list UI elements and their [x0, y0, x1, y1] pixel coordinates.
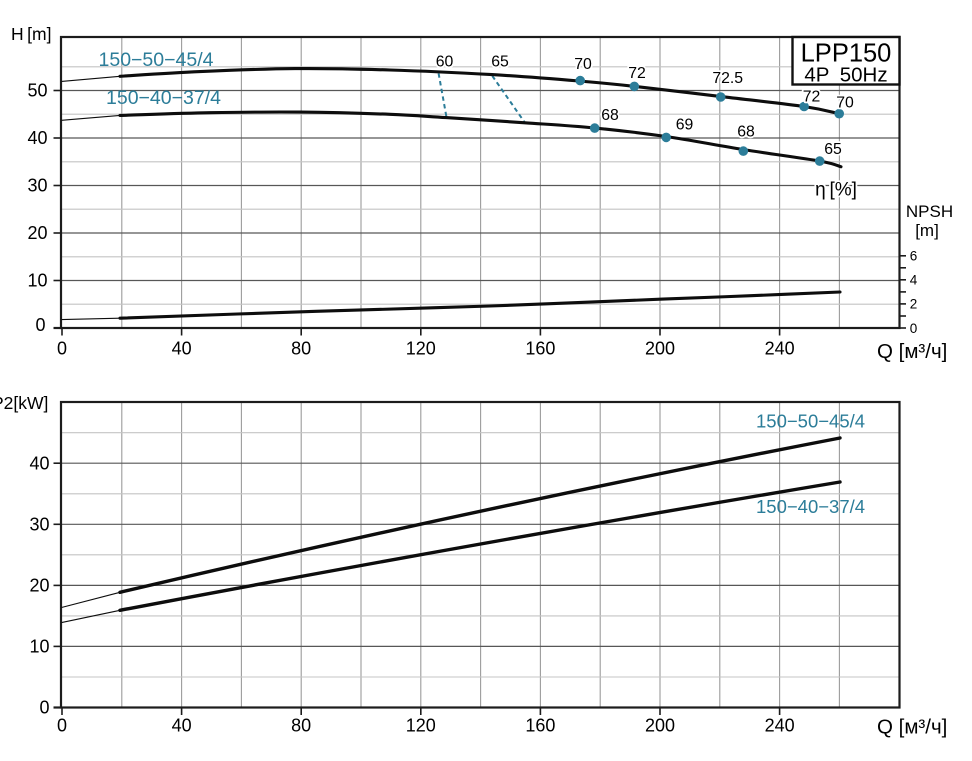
- svg-text:160: 160: [525, 716, 555, 736]
- svg-text:70: 70: [574, 56, 592, 73]
- svg-text:0: 0: [57, 716, 67, 736]
- svg-text:6: 6: [910, 249, 918, 264]
- svg-text:0: 0: [35, 315, 45, 335]
- svg-text:65: 65: [824, 141, 842, 158]
- svg-text:LPP150: LPP150: [801, 40, 892, 68]
- svg-text:68: 68: [601, 107, 619, 124]
- svg-text:72: 72: [803, 89, 821, 106]
- svg-text:70: 70: [836, 95, 854, 112]
- svg-text:0: 0: [910, 321, 918, 336]
- svg-text:20: 20: [29, 576, 49, 596]
- svg-text:H [m]: H [m]: [11, 24, 51, 44]
- svg-text:4: 4: [910, 273, 918, 288]
- svg-text:0: 0: [39, 698, 49, 718]
- svg-text:69: 69: [676, 117, 694, 134]
- svg-text:150−50−45/4: 150−50−45/4: [99, 49, 214, 71]
- svg-text:0: 0: [57, 339, 67, 359]
- svg-text:NPSH: NPSH: [906, 202, 953, 221]
- svg-text:Q [м³/ч]: Q [м³/ч]: [877, 716, 947, 739]
- svg-text:200: 200: [645, 716, 675, 736]
- svg-text:P2[kW]: P2[kW]: [0, 393, 48, 413]
- svg-text:72.5: 72.5: [712, 70, 743, 87]
- svg-text:10: 10: [29, 637, 49, 657]
- svg-text:65: 65: [491, 54, 509, 71]
- svg-text:30: 30: [29, 515, 49, 535]
- svg-text:20: 20: [27, 223, 47, 243]
- svg-text:150−40−37/4: 150−40−37/4: [106, 87, 221, 109]
- svg-text:68: 68: [737, 123, 755, 140]
- svg-text:Q [м³/ч]: Q [м³/ч]: [877, 340, 947, 363]
- svg-text:150−50−45/4: 150−50−45/4: [756, 411, 865, 432]
- svg-text:72: 72: [628, 65, 646, 82]
- svg-text:η [%]: η [%]: [815, 180, 857, 201]
- svg-text:120: 120: [406, 716, 436, 736]
- svg-text:[m]: [m]: [915, 221, 939, 240]
- svg-text:120: 120: [406, 339, 436, 359]
- svg-text:60: 60: [436, 54, 454, 71]
- svg-text:80: 80: [291, 716, 311, 736]
- svg-text:160: 160: [525, 339, 555, 359]
- svg-text:40: 40: [172, 716, 192, 736]
- svg-text:2: 2: [910, 297, 918, 312]
- svg-text:40: 40: [29, 453, 49, 473]
- svg-text:50: 50: [27, 81, 47, 101]
- svg-text:200: 200: [645, 339, 675, 359]
- svg-text:80: 80: [291, 339, 311, 359]
- svg-text:150−40−37/4: 150−40−37/4: [756, 496, 865, 517]
- svg-text:40: 40: [172, 339, 192, 359]
- svg-text:240: 240: [765, 339, 795, 359]
- svg-text:30: 30: [27, 176, 47, 196]
- svg-text:240: 240: [765, 716, 795, 736]
- svg-text:10: 10: [27, 271, 47, 291]
- svg-text:40: 40: [27, 128, 47, 148]
- svg-text:4P 50Hz: 4P 50Hz: [804, 64, 887, 87]
